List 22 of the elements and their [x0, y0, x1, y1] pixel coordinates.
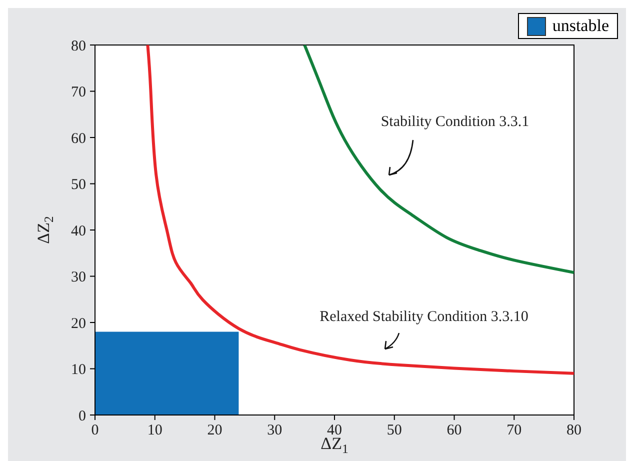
y-tick-label: 0	[78, 408, 86, 424]
y-tick-label: 40	[71, 223, 86, 240]
x-tick-label: 10	[147, 422, 162, 439]
y-tick-label: 70	[71, 84, 86, 101]
x-tick-label: 0	[91, 422, 99, 439]
annotation: Stability Condition 3.3.1	[380, 114, 530, 130]
y-tick-label: 30	[71, 270, 86, 286]
line-series	[146, 45, 574, 375]
x-tick-label: 20	[207, 422, 222, 439]
y-tick-label: 80	[71, 38, 86, 54]
y-tick-label: 20	[71, 316, 86, 332]
y-tick-label: 10	[71, 362, 86, 378]
x-tick-label: 80	[566, 422, 582, 439]
annotation: Relaxed Stability Condition 3.3.10	[320, 309, 528, 325]
x-tick-label: 60	[446, 422, 462, 439]
y-tick-label: 50	[71, 177, 86, 194]
x-tick-label: 50	[386, 422, 402, 439]
x-tick-label: 30	[267, 422, 282, 439]
line-series	[303, 45, 574, 274]
y-tick-label: 60	[71, 130, 86, 147]
legend-label: unstable	[552, 16, 609, 36]
x-tick-label: 70	[506, 422, 522, 439]
